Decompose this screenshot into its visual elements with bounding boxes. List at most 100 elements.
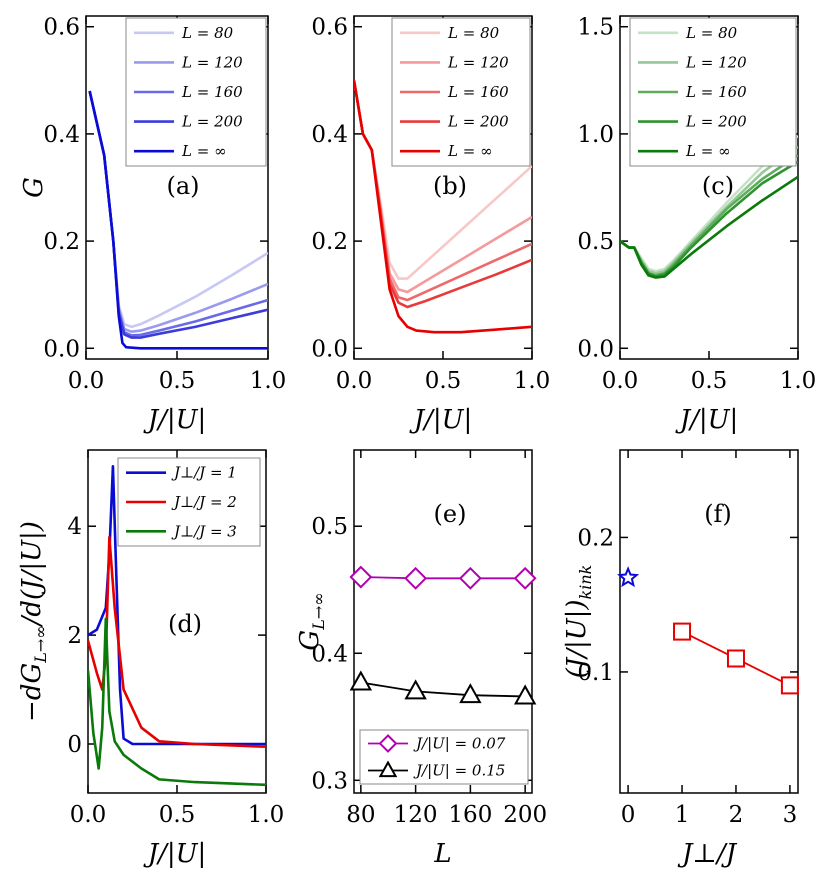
data-point	[513, 566, 537, 590]
x-axis-label: J/|U|	[409, 405, 473, 435]
y-tick-label: 0.0	[43, 336, 80, 362]
data-point	[726, 649, 745, 668]
series-group	[620, 135, 798, 279]
panel-label: (d)	[168, 610, 202, 638]
x-tick-label: 0.0	[602, 368, 639, 394]
x-tick-label: 0.5	[425, 368, 462, 394]
y-tick-label: 0.2	[577, 525, 614, 551]
panel-d: 0.0 0.5 1.0 0 2 4 (d) J/|U| −dGL→∞/d(J/|U|) J⊥/J …	[17, 449, 285, 869]
legend-label: L = 160	[447, 83, 509, 101]
data-point	[349, 670, 373, 691]
y-tick-label: 1.0	[577, 122, 614, 148]
x-axis-label: L	[433, 839, 451, 869]
plot-frame	[353, 449, 533, 794]
legend-label: L = ∞	[685, 142, 731, 160]
series-line-5	[620, 175, 798, 279]
legend-label: J⊥/J = 2	[171, 493, 237, 511]
x-tick-label: 1.0	[514, 368, 551, 394]
panel-label: (f)	[704, 500, 732, 528]
y-tick-label: 0.4	[311, 641, 348, 667]
data-point	[404, 566, 428, 590]
panel-label: (a)	[166, 172, 199, 200]
y-tick-label: 0.4	[43, 122, 80, 148]
series-line-3	[88, 617, 266, 787]
y-tick-label: 2	[67, 623, 82, 649]
plot-frame	[619, 449, 799, 794]
x-axis-label: J/|U|	[675, 405, 739, 435]
y-tick-label: 0.2	[311, 229, 348, 255]
legend-marker	[378, 734, 398, 753]
series-line-1	[88, 465, 266, 746]
x-tick-label: 0.0	[336, 368, 373, 394]
x-tick-label: 0.5	[159, 368, 196, 394]
x-tick-label: 0.5	[159, 802, 196, 828]
x-tick-label: 0.5	[691, 368, 728, 394]
x-tick-label: 0.0	[70, 802, 107, 828]
series-line-2	[88, 535, 266, 749]
x-tick-label: 3	[783, 802, 798, 828]
y-axis-label: (J/|U|)kink	[562, 565, 595, 679]
legend-label: L = 120	[181, 53, 243, 71]
panel-b: 0.0 0.5 1.0 0.0 0.2 0.4 0.6 (b) J/|U| L = 80 L = 1…	[311, 15, 550, 435]
y-tick-label: 4	[67, 514, 82, 540]
legend-label: L = 160	[181, 83, 243, 101]
x-tick-label: 1.0	[250, 368, 287, 394]
legend-label: L = 80	[685, 24, 738, 42]
x-tick-label: 0	[621, 802, 636, 828]
y-tick-label: 0	[67, 732, 82, 758]
x-tick-label: 200	[503, 802, 547, 828]
x-tick-label: 1.0	[780, 368, 817, 394]
legend-label: J/|U| = 0.07	[413, 735, 506, 753]
series-group	[88, 465, 266, 787]
y-axis-label: −dGL→∞/d(J/|U|)	[17, 521, 50, 722]
data-point	[780, 676, 799, 695]
y-tick-label: 0.0	[311, 336, 348, 362]
series-line-1	[360, 576, 526, 580]
y-tick-label: 0.6	[43, 15, 80, 41]
x-axis-label: J⊥/J	[677, 839, 738, 869]
x-tick-label: 80	[346, 802, 375, 828]
series-group	[360, 576, 526, 698]
y-tick-label: 0.4	[311, 122, 348, 148]
legend: J⊥/J = 1 J⊥/J = 2 J⊥/J = 3	[117, 457, 261, 547]
data-point	[673, 622, 692, 641]
data-point	[349, 565, 373, 589]
legend-label: L = ∞	[181, 142, 227, 160]
legend-label: L = 120	[447, 53, 509, 71]
panel-label: (e)	[434, 500, 467, 528]
legend: L = 80 L = 120 L = 160 L = 200 L = ∞	[629, 17, 797, 167]
x-tick-label: 2	[729, 802, 744, 828]
panel-label: (b)	[433, 172, 467, 200]
legend-label: L = 200	[447, 113, 509, 131]
legend-label: L = 80	[181, 24, 234, 42]
legend-label: L = ∞	[447, 142, 493, 160]
data-point	[404, 679, 427, 700]
x-tick-label: 120	[394, 802, 438, 828]
y-axis-label: G	[19, 177, 49, 198]
legend: J/|U| = 0.07 J/|U| = 0.15	[359, 729, 529, 785]
x-tick-label: 1	[675, 802, 690, 828]
panel-e: 80 120 160 200 0.3 0.4 0.5 (e) L GL→∞ J/|U| = 0.07…	[295, 449, 547, 869]
y-tick-label: 0.3	[311, 768, 348, 794]
series-group	[354, 80, 532, 334]
panel-a: 0.0 0.5 1.00.00.20.40.6(a)J/|U|GL = 80L = …	[19, 15, 286, 435]
data-point	[513, 684, 537, 705]
legend: L = 80 L = 120 L = 160 L = 200 L = ∞	[125, 17, 267, 167]
x-tick-label: 1.0	[248, 802, 285, 828]
legend-label: L = 200	[685, 113, 747, 131]
y-tick-label: 0.0	[577, 336, 614, 362]
panel-f: 0 1 2 3 0.1 0.2 (f) J⊥/J (J/|U|)kink	[562, 449, 799, 869]
legend: L = 80 L = 120 L = 160 L = 200 L = ∞	[391, 17, 531, 167]
panel-label: (c)	[702, 172, 734, 200]
legend-label: L = 160	[685, 83, 747, 101]
series-line-5	[88, 90, 268, 350]
y-tick-label: 0.6	[311, 15, 348, 41]
y-axis-label: GL→∞	[295, 592, 328, 650]
legend-label: L = 200	[181, 113, 243, 131]
y-tick-label: 0.2	[43, 229, 80, 255]
legend-box	[629, 17, 797, 167]
legend-marker	[378, 760, 398, 778]
panel-c: 0.0 0.5 1.0 0.0 0.5 1.0 1.5 (c) J/|U| L = 80 L = 1…	[577, 15, 816, 435]
legend-label: L = 80	[447, 24, 500, 42]
